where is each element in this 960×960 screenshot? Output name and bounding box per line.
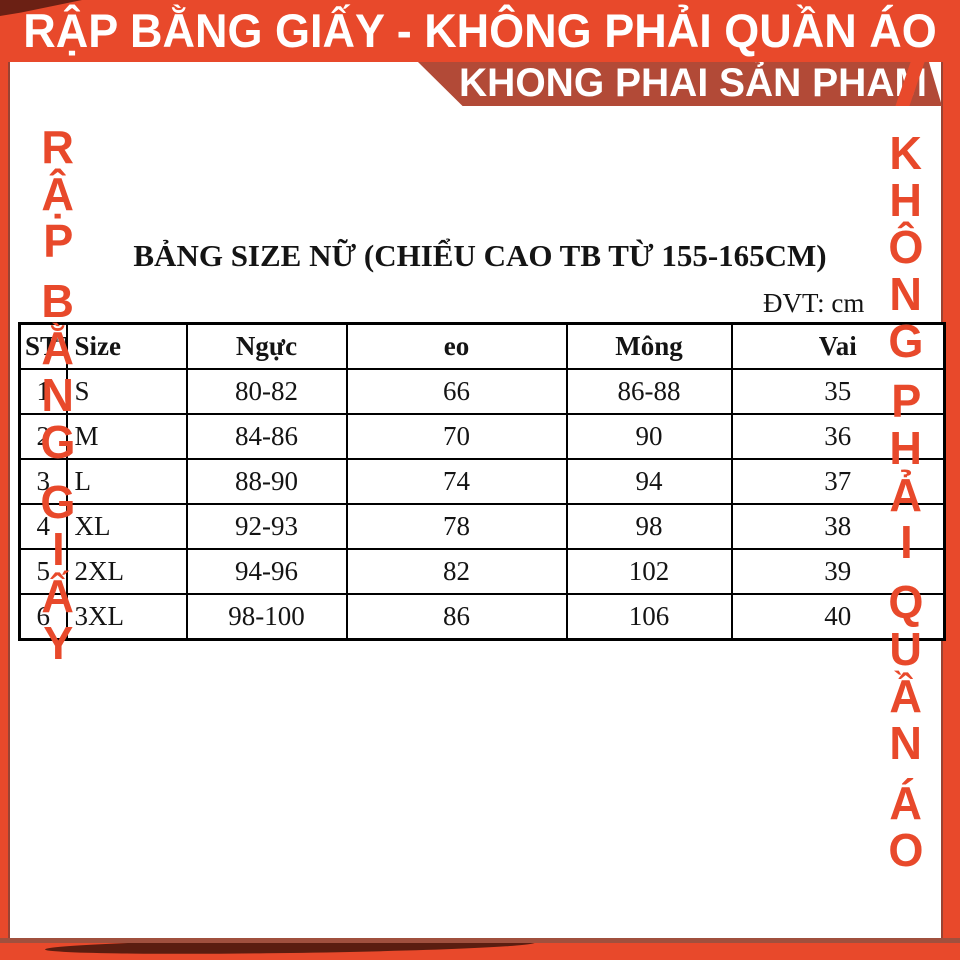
- table-row: 4 XL 92-93 78 98 38: [18, 503, 946, 550]
- watermark-letter: Ậ: [41, 168, 75, 220]
- watermark-letter: H: [889, 174, 923, 226]
- watermark-letter: Q: [888, 576, 924, 628]
- table-cell: 38: [730, 503, 946, 550]
- column-header: Mông: [565, 322, 733, 370]
- table-cell: 66: [345, 368, 568, 415]
- watermark-letter: O: [888, 824, 924, 876]
- table-cell: 88-90: [185, 458, 348, 505]
- watermark-letter: Á: [889, 777, 923, 829]
- bottom-swoosh-decoration: [44, 943, 536, 957]
- table-cell: 2XL: [65, 548, 188, 595]
- table-cell: 3XL: [65, 593, 188, 641]
- table-cell: 90: [565, 413, 733, 460]
- table-cell: 4: [18, 503, 68, 550]
- table-row: 2 M 84-86 70 90 36: [18, 413, 946, 460]
- table-cell: 82: [345, 548, 568, 595]
- table-cell: 6: [18, 593, 68, 641]
- watermark-letter: N: [889, 717, 923, 769]
- table-cell: 92-93: [185, 503, 348, 550]
- sub-banner: KHONG PHAI SẢN PHAM: [418, 62, 942, 106]
- table-cell: 94-96: [185, 548, 348, 595]
- column-header: STT: [18, 322, 68, 370]
- watermark-letter: I: [51, 523, 65, 575]
- top-banner: RẬP BẰNG GIẤY - KHÔNG PHẢI QUẦN ÁO: [0, 0, 960, 62]
- watermark-letter: G: [888, 315, 924, 367]
- table-cell: 36: [730, 413, 946, 460]
- table-cell: 37: [730, 458, 946, 505]
- watermark-letter: Ô: [888, 221, 924, 273]
- table-cell: 2: [18, 413, 68, 460]
- watermark-letter: U: [889, 623, 923, 675]
- table-row: 5 2XL 94-96 82 102 39: [18, 548, 946, 595]
- watermark-letter: G: [40, 476, 76, 528]
- table-cell: 78: [345, 503, 568, 550]
- table-cell: 98-100: [185, 593, 348, 641]
- watermark-letter: K: [889, 127, 923, 179]
- table-row: 1 S 80-82 66 86-88 35: [18, 368, 946, 415]
- table-header-row: STTSizeNgựceoMôngVai: [18, 322, 946, 370]
- table-cell: S: [65, 368, 188, 415]
- bottom-bar: [0, 938, 960, 960]
- watermark-letter: Ả: [889, 469, 923, 521]
- table-cell: M: [65, 413, 188, 460]
- column-header: eo: [345, 322, 568, 370]
- column-header: Size: [65, 322, 188, 370]
- watermark-letter: B: [41, 275, 75, 327]
- table-cell: 86-88: [565, 368, 733, 415]
- size-table: STTSizeNgựceoMôngVai 1S80-826686-88352M8…: [18, 322, 946, 641]
- table-row: 3 L 88-90 74 94 37: [18, 458, 946, 505]
- watermark-letter: P: [890, 375, 922, 427]
- size-chart-title: BẢNG SIZE NỮ (CHIỂU CAO TB TỪ 155-165CM): [133, 238, 827, 273]
- watermark-letter: H: [889, 422, 923, 474]
- watermark-letter: Ấ: [41, 570, 75, 622]
- table-cell: 94: [565, 458, 733, 505]
- table-cell: L: [65, 458, 188, 505]
- table-cell: 80-82: [185, 368, 348, 415]
- sub-banner-text: KHONG PHAI SẢN PHAM: [458, 61, 928, 106]
- watermark-letter: N: [41, 369, 75, 421]
- watermark-letter: Ầ: [889, 670, 923, 722]
- watermark-letter: I: [899, 516, 913, 568]
- watermark-letter: G: [40, 416, 76, 468]
- table-cell: 102: [565, 548, 733, 595]
- column-header: Vai: [730, 322, 946, 370]
- table-cell: 1: [18, 368, 68, 415]
- table-cell: 74: [345, 458, 568, 505]
- table-cell: 39: [730, 548, 946, 595]
- watermark-letter: Ằ: [41, 322, 75, 374]
- table-cell: 70: [345, 413, 568, 460]
- top-banner-text: RẬP BẰNG GIẤY - KHÔNG PHẢI QUẦN ÁO: [23, 3, 937, 58]
- table-row: 6 3XL 98-100 86 106 40: [18, 593, 946, 641]
- watermark-letter: R: [41, 121, 75, 173]
- watermark-letter: P: [42, 215, 74, 267]
- table-cell: 84-86: [185, 413, 348, 460]
- table-cell: 86: [345, 593, 568, 641]
- table-cell: XL: [65, 503, 188, 550]
- left-border-strip: [0, 0, 10, 960]
- table-cell: 5: [18, 548, 68, 595]
- table-cell: 3: [18, 458, 68, 505]
- unit-label: ĐVT: cm: [763, 288, 865, 318]
- watermark-letter: Y: [42, 617, 74, 669]
- column-header: Ngực: [185, 322, 348, 370]
- table-cell: 106: [565, 593, 733, 641]
- table-cell: 40: [730, 593, 946, 641]
- table-cell: 35: [730, 368, 946, 415]
- watermark-letter: N: [889, 268, 923, 320]
- table-cell: 98: [565, 503, 733, 550]
